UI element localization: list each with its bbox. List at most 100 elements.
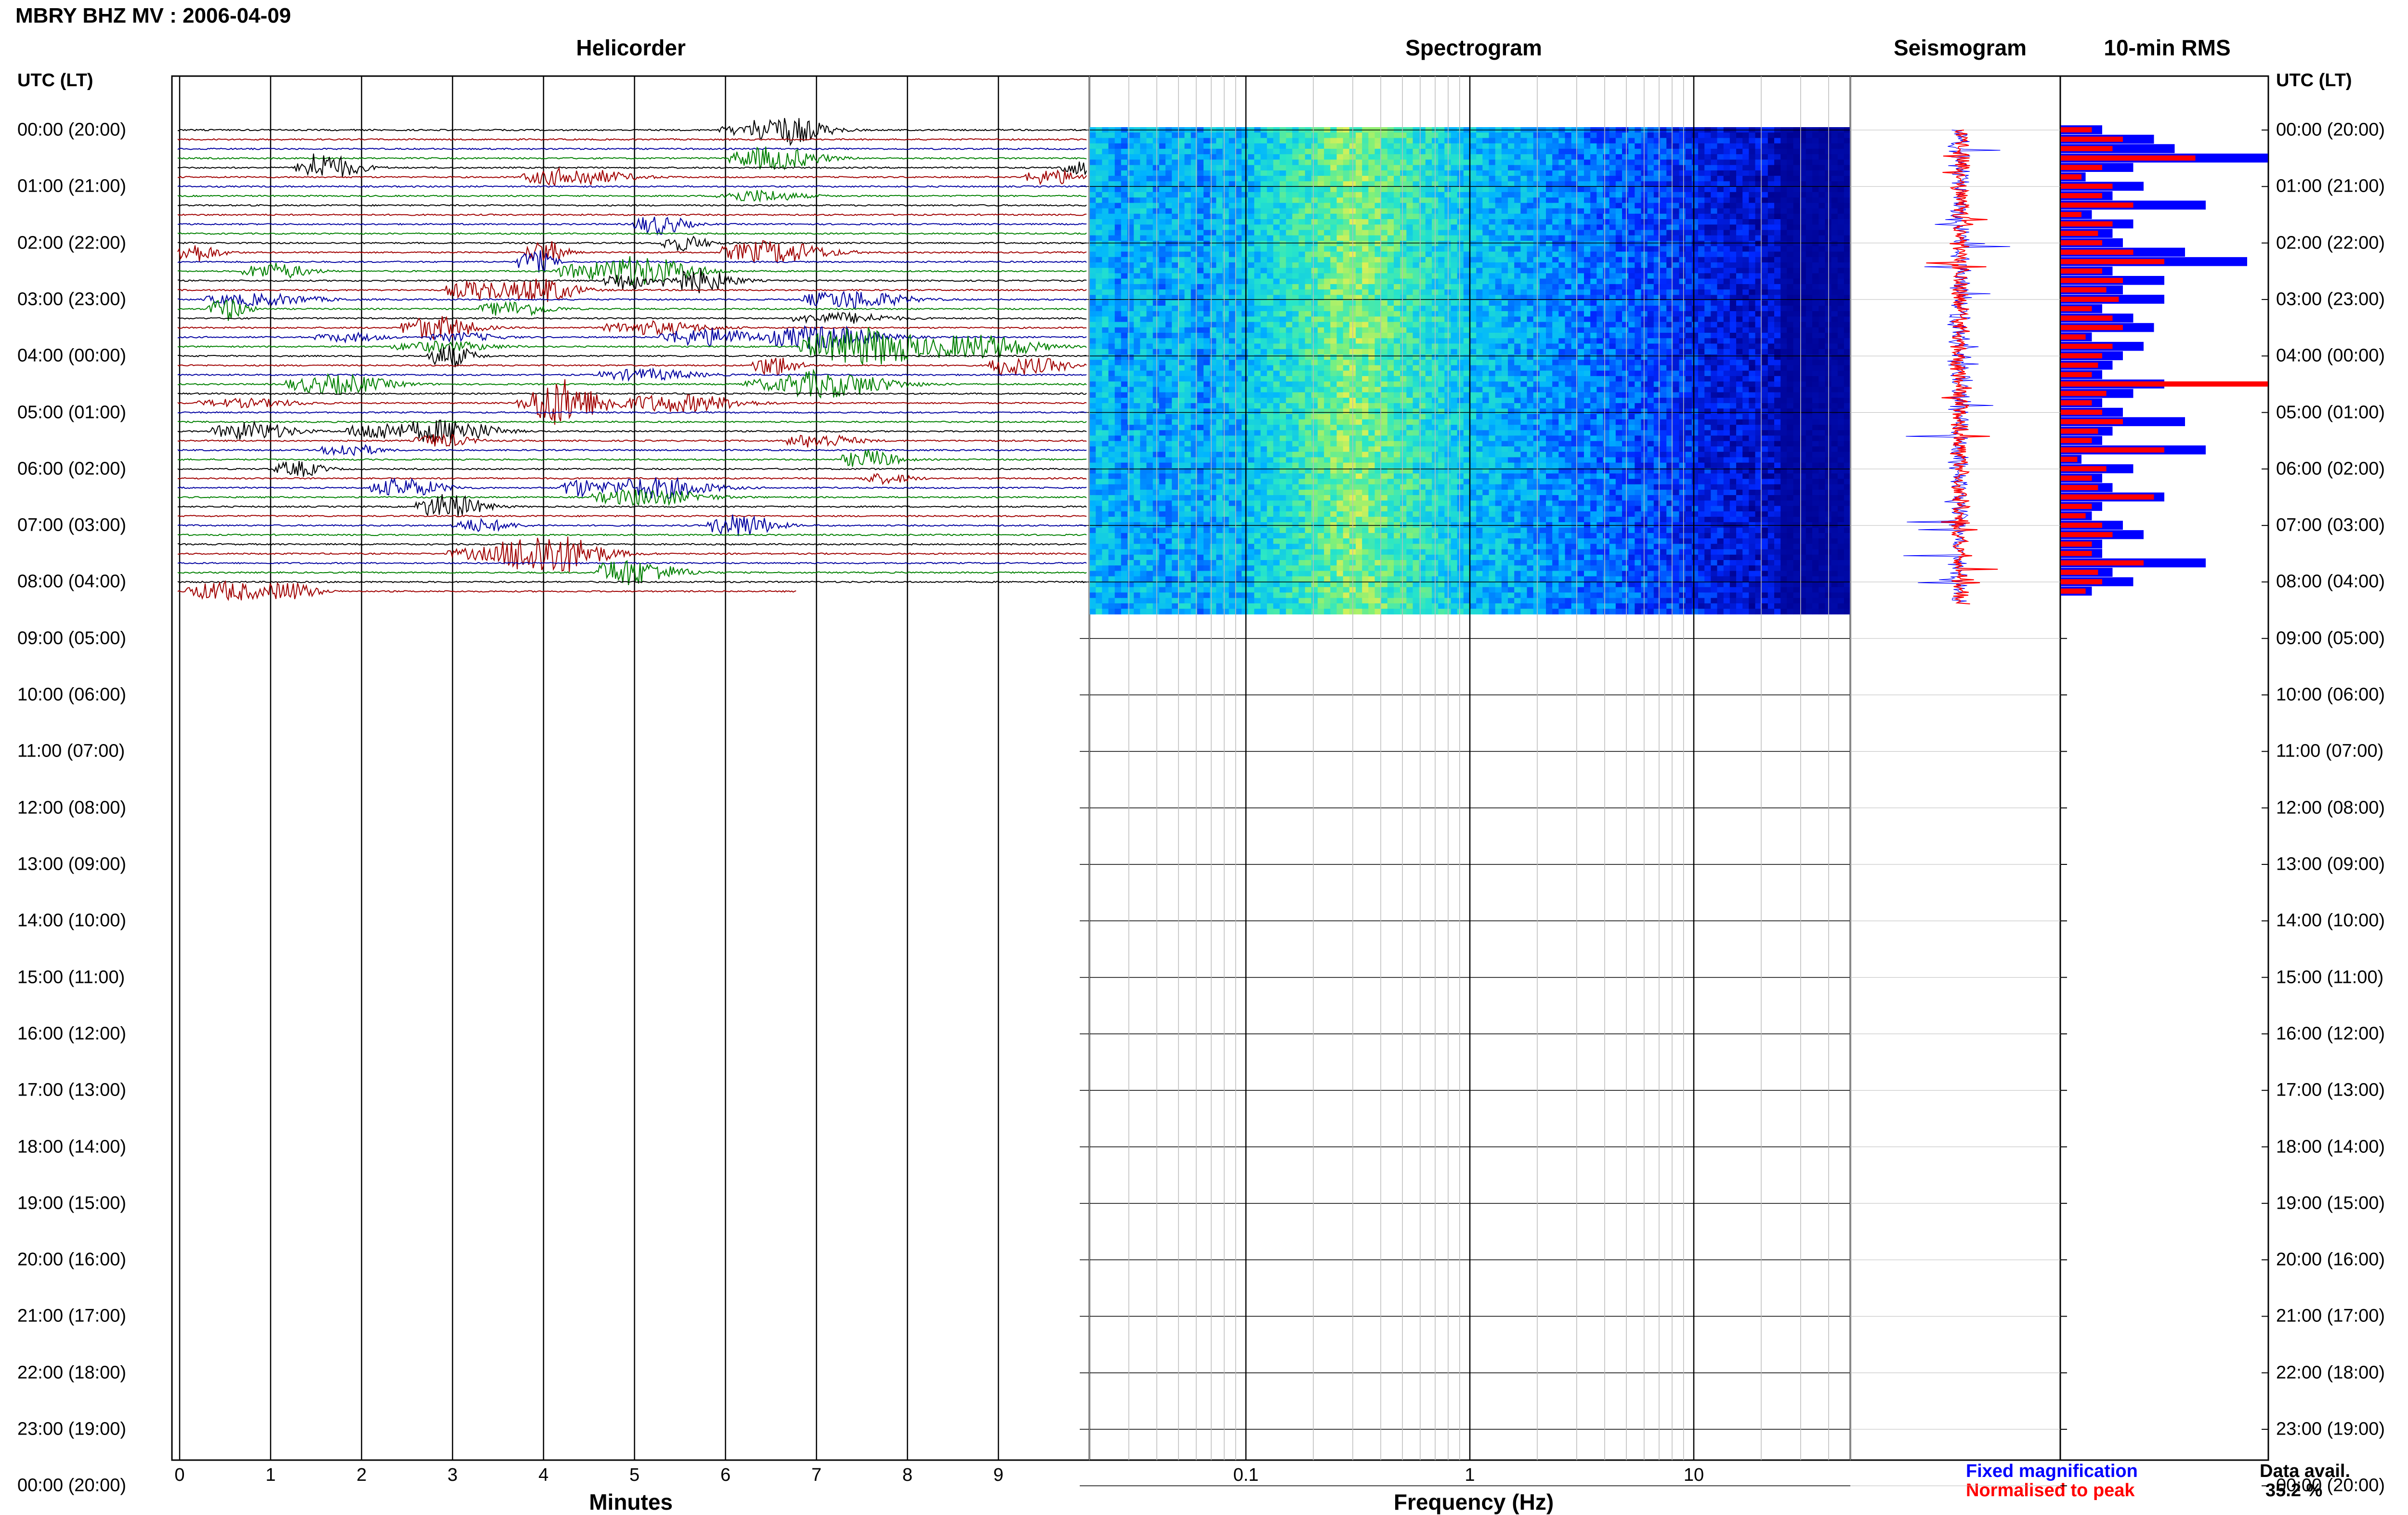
spectrogram-cell bbox=[1356, 230, 1362, 236]
spectrogram-cell bbox=[1223, 387, 1230, 392]
spectrogram-cell bbox=[1286, 170, 1293, 176]
spectrogram-cell bbox=[1235, 338, 1242, 344]
spectrogram-cell bbox=[1185, 430, 1191, 436]
spectrogram-cell bbox=[1337, 522, 1344, 528]
spectrogram-cell bbox=[1426, 311, 1432, 317]
spectrogram-cell bbox=[1324, 446, 1331, 452]
spectrogram-cell bbox=[1127, 560, 1134, 566]
spectrogram-cell bbox=[1235, 149, 1242, 155]
spectrogram-cell bbox=[1337, 322, 1344, 328]
spectrogram-cell bbox=[1178, 528, 1185, 534]
spectrogram-cell bbox=[1121, 273, 1128, 279]
spectrogram-cell bbox=[1172, 457, 1178, 463]
spectrogram-cell bbox=[1140, 316, 1147, 322]
spectrogram-cell bbox=[1381, 149, 1388, 155]
spectrogram-cell bbox=[1127, 506, 1134, 512]
spectrogram-cell bbox=[1400, 235, 1407, 241]
spectrogram-cell bbox=[1235, 257, 1242, 263]
spectrogram-cell bbox=[1235, 181, 1242, 187]
spectrogram-cell bbox=[1267, 598, 1274, 604]
spectrogram-cell bbox=[1178, 549, 1185, 555]
spectrogram-cell bbox=[1400, 549, 1407, 555]
spectrogram-cell bbox=[1165, 219, 1172, 225]
spectrogram-cell bbox=[1216, 214, 1223, 220]
spectrogram-cell bbox=[1330, 289, 1337, 295]
spectrogram-cell bbox=[1153, 549, 1160, 555]
spectrogram-cell bbox=[1216, 159, 1223, 165]
spectrogram-cell bbox=[1343, 360, 1350, 366]
spectrogram-cell bbox=[1159, 279, 1166, 285]
spectrogram-cell bbox=[1134, 138, 1140, 144]
spectrogram-cell bbox=[1096, 360, 1102, 366]
spectrogram-cell bbox=[1159, 609, 1166, 614]
spectrogram-cell bbox=[1140, 284, 1147, 290]
spectrogram-cell bbox=[1242, 533, 1248, 539]
spectrogram-cell bbox=[1356, 132, 1362, 138]
spectrogram-cell bbox=[1254, 490, 1261, 496]
spectrogram-cell bbox=[1204, 257, 1210, 263]
spectrogram-cell bbox=[1165, 241, 1172, 247]
spectrogram-cell bbox=[1242, 587, 1248, 593]
spectrogram-cell bbox=[1127, 587, 1134, 593]
spectrogram-cell bbox=[1292, 349, 1299, 355]
spectrogram-cell bbox=[1216, 479, 1223, 484]
spectrogram-cell bbox=[1121, 268, 1128, 274]
spectrogram-cell bbox=[1102, 300, 1109, 306]
spectrogram-cell bbox=[1134, 170, 1140, 176]
spectrogram-cell bbox=[1413, 533, 1420, 539]
spectrogram-cell bbox=[1147, 452, 1153, 457]
spectrogram-cell bbox=[1362, 587, 1369, 593]
spectrogram-cell bbox=[1185, 344, 1191, 350]
spectrogram-cell bbox=[1153, 214, 1160, 220]
spectrogram-cell bbox=[1134, 528, 1140, 534]
spectrogram-cell bbox=[1286, 408, 1293, 414]
spectrogram-cell bbox=[1165, 419, 1172, 425]
spectrogram-cell bbox=[1273, 376, 1280, 382]
spectrogram-cell bbox=[1147, 159, 1153, 165]
spectrogram-cell bbox=[1242, 403, 1248, 409]
spectrogram-cell bbox=[1273, 479, 1280, 484]
spectrogram-cell bbox=[1216, 197, 1223, 203]
spectrogram-cell bbox=[1229, 495, 1236, 501]
spectrogram-cell bbox=[1134, 338, 1140, 344]
spectrogram-cell bbox=[1242, 452, 1248, 457]
spectrogram-cell bbox=[1426, 279, 1432, 285]
spectrogram-cell bbox=[1324, 408, 1331, 414]
spectrogram-cell bbox=[1248, 533, 1255, 539]
spectrogram-cell bbox=[1242, 203, 1248, 209]
spectrogram-cell bbox=[1254, 360, 1261, 366]
spectrogram-cell bbox=[1426, 398, 1432, 404]
spectrogram-cell bbox=[1337, 511, 1344, 517]
spectrogram-cell bbox=[1426, 235, 1432, 241]
spectrogram-cell bbox=[1261, 316, 1268, 322]
spectrogram-cell bbox=[1426, 192, 1432, 198]
spectrogram-cell bbox=[1147, 284, 1153, 290]
spectrogram-cell bbox=[1330, 376, 1337, 382]
spectrogram-cell bbox=[1318, 576, 1324, 582]
spectrogram-cell bbox=[1140, 132, 1147, 138]
spectrogram-cell bbox=[1413, 538, 1420, 544]
spectrogram-cell bbox=[1292, 360, 1299, 366]
spectrogram-cell bbox=[1343, 544, 1350, 549]
spectrogram-cell bbox=[1406, 203, 1413, 209]
spectrogram-cell bbox=[1286, 549, 1293, 555]
spectrogram-cell bbox=[1406, 387, 1413, 392]
spectrogram-cell bbox=[1089, 398, 1096, 404]
spectrogram-cell bbox=[1381, 273, 1388, 279]
spectrogram-cell bbox=[1394, 214, 1400, 220]
spectrogram-cell bbox=[1273, 289, 1280, 295]
spectrogram-cell bbox=[1299, 219, 1306, 225]
spectrogram-cell bbox=[1261, 257, 1268, 263]
spectrogram-cell bbox=[1204, 495, 1210, 501]
spectrogram-cell bbox=[1381, 284, 1388, 290]
spectrogram-cell bbox=[1216, 252, 1223, 258]
spectrogram-cell bbox=[1286, 376, 1293, 382]
spectrogram-cell bbox=[1102, 262, 1109, 268]
spectrogram-cell bbox=[1134, 268, 1140, 274]
spectrogram-cell bbox=[1102, 214, 1109, 220]
spectrogram-cell bbox=[1394, 365, 1400, 371]
spectrogram-cell bbox=[1406, 425, 1413, 431]
spectrogram-cell bbox=[1305, 257, 1312, 263]
spectrogram-cell bbox=[1102, 441, 1109, 447]
spectrogram-cell bbox=[1229, 592, 1236, 598]
